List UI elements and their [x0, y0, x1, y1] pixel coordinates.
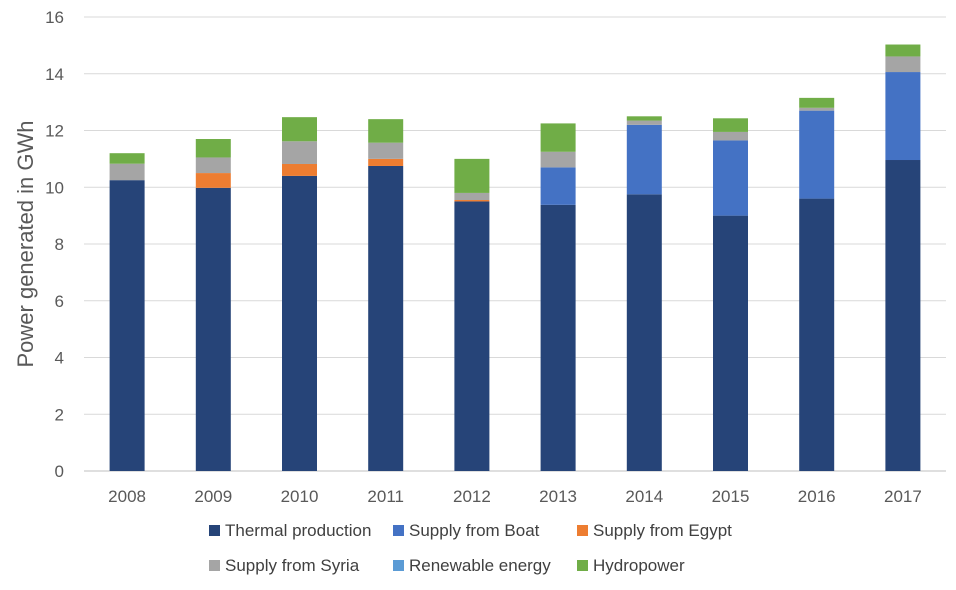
bar-segment — [626, 120, 662, 125]
x-tick-label: 2012 — [453, 487, 491, 506]
bar-segment — [109, 153, 145, 164]
bar-segment — [454, 158, 490, 193]
bar-segment — [540, 151, 576, 168]
y-tick-label: 16 — [45, 8, 64, 27]
legend-swatch — [209, 525, 220, 536]
x-axis-ticks: 2008 2009 2010 2011 2012 2013 2014 2015 2016 2017 — [108, 487, 922, 506]
y-tick-label: 6 — [55, 292, 64, 311]
legend-swatch — [209, 560, 220, 571]
legend-label: Supply from Syria — [225, 556, 360, 575]
bar-segment — [799, 97, 835, 108]
y-axis-title: Power generated in GWh — [13, 120, 38, 367]
bar-segment — [799, 198, 835, 471]
bar-segment — [885, 160, 921, 471]
legend-swatch — [577, 560, 588, 571]
x-tick-label: 2010 — [281, 487, 319, 506]
bar-segment — [195, 187, 231, 471]
bar-segment — [454, 200, 490, 202]
legend-label: Supply from Egypt — [593, 521, 732, 540]
bar-segment — [454, 192, 490, 201]
y-tick-label: 12 — [45, 122, 64, 141]
legend: Thermal production Supply from Boat Supply… — [209, 521, 732, 575]
bar-segment — [713, 215, 748, 471]
bar-segment — [109, 180, 145, 471]
bar-segment — [885, 56, 921, 73]
y-tick-label: 0 — [55, 462, 64, 481]
x-tick-label: 2008 — [108, 487, 146, 506]
y-tick-label: 14 — [45, 65, 64, 84]
y-axis-ticks: 0 2 4 6 8 10 12 14 16 — [45, 8, 64, 481]
bar-segment — [540, 123, 576, 152]
x-tick-label: 2016 — [798, 487, 836, 506]
bar-segment — [626, 124, 662, 195]
legend-swatch — [577, 525, 588, 536]
legend-label: Renewable energy — [409, 556, 551, 575]
bar-segment — [282, 141, 317, 164]
bar-segment — [195, 173, 231, 188]
y-tick-label: 2 — [55, 405, 64, 424]
bar-segment — [368, 142, 404, 159]
bar-segment — [454, 201, 490, 471]
bar-segment — [799, 110, 835, 199]
bar-segment — [368, 165, 404, 471]
y-tick-label: 10 — [45, 178, 64, 197]
bar-segment — [368, 119, 404, 143]
bar-segment — [713, 131, 748, 141]
bar-segment — [885, 44, 921, 57]
bar-segment — [626, 194, 662, 471]
bar-segment — [282, 117, 317, 142]
bars — [109, 44, 921, 471]
bar-segment — [885, 72, 921, 161]
legend-swatch — [393, 525, 404, 536]
x-tick-label: 2017 — [884, 487, 922, 506]
y-tick-label: 8 — [55, 235, 64, 254]
bar-segment — [626, 116, 662, 121]
legend-label: Hydropower — [593, 556, 685, 575]
bar-segment — [540, 204, 576, 471]
bar-segment — [195, 157, 231, 174]
bar-segment — [109, 163, 145, 181]
bar-segment — [540, 167, 576, 205]
bar-segment — [713, 118, 748, 132]
x-tick-label: 2015 — [712, 487, 750, 506]
x-tick-label: 2009 — [194, 487, 232, 506]
legend-swatch — [393, 560, 404, 571]
bar-segment — [195, 139, 231, 158]
bar-segment — [799, 107, 835, 111]
bar-segment — [282, 175, 317, 471]
bar-segment — [713, 140, 748, 216]
x-tick-label: 2011 — [367, 487, 404, 506]
bar-segment — [368, 158, 404, 166]
x-tick-label: 2014 — [625, 487, 663, 506]
legend-label: Thermal production — [225, 521, 371, 540]
y-tick-label: 4 — [55, 349, 64, 368]
x-tick-label: 2013 — [539, 487, 577, 506]
bar-segment — [282, 163, 317, 176]
legend-label: Supply from Boat — [409, 521, 540, 540]
